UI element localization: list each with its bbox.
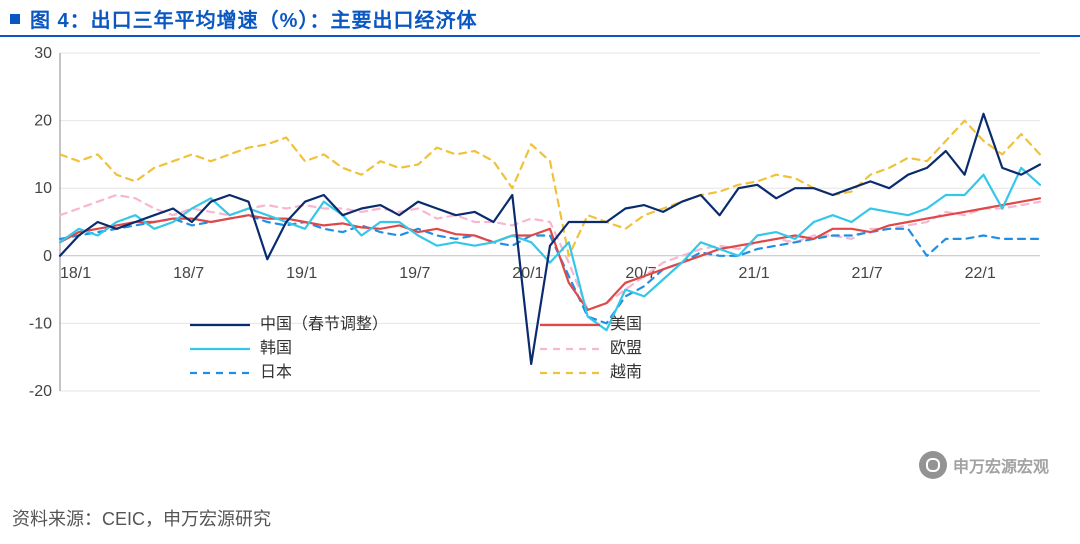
y-tick-label: -20 bbox=[29, 383, 52, 400]
legend-label: 日本 bbox=[260, 363, 292, 381]
x-tick-label: 18/1 bbox=[60, 265, 91, 282]
x-tick-label: 18/7 bbox=[173, 265, 204, 282]
y-tick-label: 30 bbox=[34, 45, 52, 62]
x-tick-label: 22/1 bbox=[965, 265, 996, 282]
source-footnote: 资料来源：CEIC，申万宏源研究 bbox=[12, 505, 1080, 531]
y-tick-label: -10 bbox=[29, 315, 52, 332]
y-tick-label: 10 bbox=[34, 180, 52, 197]
x-tick-label: 20/1 bbox=[512, 265, 543, 282]
x-tick-label: 19/1 bbox=[286, 265, 317, 282]
watermark-logo-icon bbox=[919, 451, 947, 479]
watermark-text: 申万宏源宏观 bbox=[953, 453, 1049, 477]
chart-area: -20-10010203018/118/719/119/720/120/721/… bbox=[0, 41, 1055, 501]
legend-label: 越南 bbox=[610, 363, 642, 381]
x-tick-label: 21/7 bbox=[852, 265, 883, 282]
y-tick-label: 0 bbox=[43, 248, 52, 265]
chart-title-bar: 图 4：出口三年平均增速（%）：主要出口经济体 bbox=[0, 0, 1080, 37]
series-line bbox=[60, 114, 1040, 364]
y-tick-label: 20 bbox=[34, 113, 52, 130]
series-line bbox=[60, 198, 1040, 310]
line-chart: -20-10010203018/118/719/119/720/120/721/… bbox=[0, 41, 1055, 501]
x-tick-label: 21/1 bbox=[738, 265, 769, 282]
legend-label: 欧盟 bbox=[610, 339, 642, 357]
legend-label: 中国（春节调整） bbox=[260, 315, 388, 333]
watermark: 申万宏源宏观 bbox=[919, 451, 1049, 479]
legend-label: 韩国 bbox=[260, 339, 292, 357]
x-tick-label: 19/7 bbox=[399, 265, 430, 282]
chart-title: 图 4：出口三年平均增速（%）：主要出口经济体 bbox=[30, 4, 477, 33]
title-bullet-icon bbox=[10, 14, 20, 24]
legend-label: 美国 bbox=[610, 315, 642, 333]
